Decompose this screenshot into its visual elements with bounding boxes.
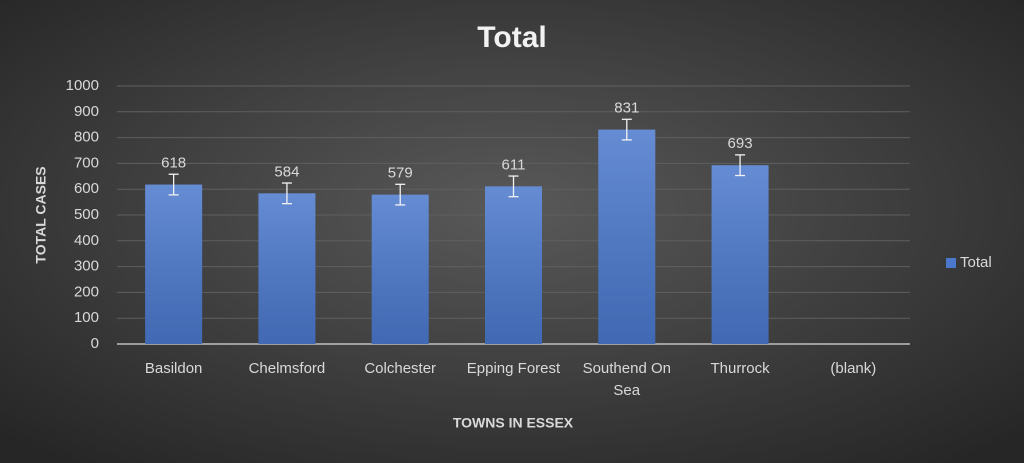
data-label: 831	[614, 100, 639, 117]
x-tick-label-box: Basildon	[144, 360, 203, 377]
y-axis-title: TOTAL CASES	[33, 166, 49, 263]
x-tick-label: Southend On Sea	[582, 360, 671, 399]
y-tick-label: 400	[74, 232, 99, 249]
error-bar	[281, 182, 292, 205]
data-label: 579	[388, 165, 413, 182]
error-bar	[395, 183, 406, 206]
bar-shade	[598, 129, 656, 344]
bar-shade	[711, 165, 769, 344]
y-tick-label: 700	[74, 154, 99, 171]
x-tick-label: Thurrock	[710, 360, 770, 377]
error-bar	[168, 173, 179, 196]
x-tick-label-box: Epping Forest	[466, 360, 561, 377]
bar-shade	[258, 193, 316, 344]
x-tick-label: Basildon	[144, 360, 203, 377]
error-bar	[621, 118, 632, 141]
y-tick-label: 600	[74, 180, 99, 197]
legend-label: Total	[960, 254, 992, 271]
x-tick-label-box: Thurrock	[710, 360, 770, 377]
bar-shade	[485, 186, 542, 344]
y-tick-label: 200	[74, 283, 99, 300]
error-bar	[508, 175, 519, 198]
x-tick-label-box: Colchester	[364, 360, 437, 377]
x-tick-label: (blank)	[830, 360, 877, 377]
x-tick-label-box: (blank)	[830, 360, 877, 377]
x-tick-label-box: Southend On Sea	[582, 360, 671, 399]
x-tick-label: Chelmsford	[248, 360, 326, 377]
data-label: 693	[728, 135, 753, 152]
data-label: 584	[274, 163, 299, 180]
x-tick-label: Colchester	[364, 360, 437, 377]
legend-swatch	[946, 258, 956, 268]
y-tick-label: 800	[74, 129, 99, 146]
bar-shade	[371, 194, 429, 344]
y-tick-label: 1000	[66, 77, 99, 94]
y-tick-label: 900	[74, 103, 99, 120]
x-tick-label-box: Chelmsford	[248, 360, 326, 377]
bar-shade	[145, 184, 203, 344]
x-axis-title: TOWNS IN ESSEX	[453, 415, 574, 431]
x-tick-label: Epping Forest	[466, 360, 561, 377]
chart-title: Total	[477, 21, 546, 54]
data-label: 611	[502, 156, 526, 173]
data-label: 618	[161, 155, 186, 172]
y-tick-label: 500	[74, 206, 99, 223]
y-tick-label: 0	[91, 335, 99, 352]
y-tick-label: 100	[74, 309, 99, 326]
error-bar	[735, 154, 746, 177]
y-tick-label: 300	[74, 258, 99, 275]
